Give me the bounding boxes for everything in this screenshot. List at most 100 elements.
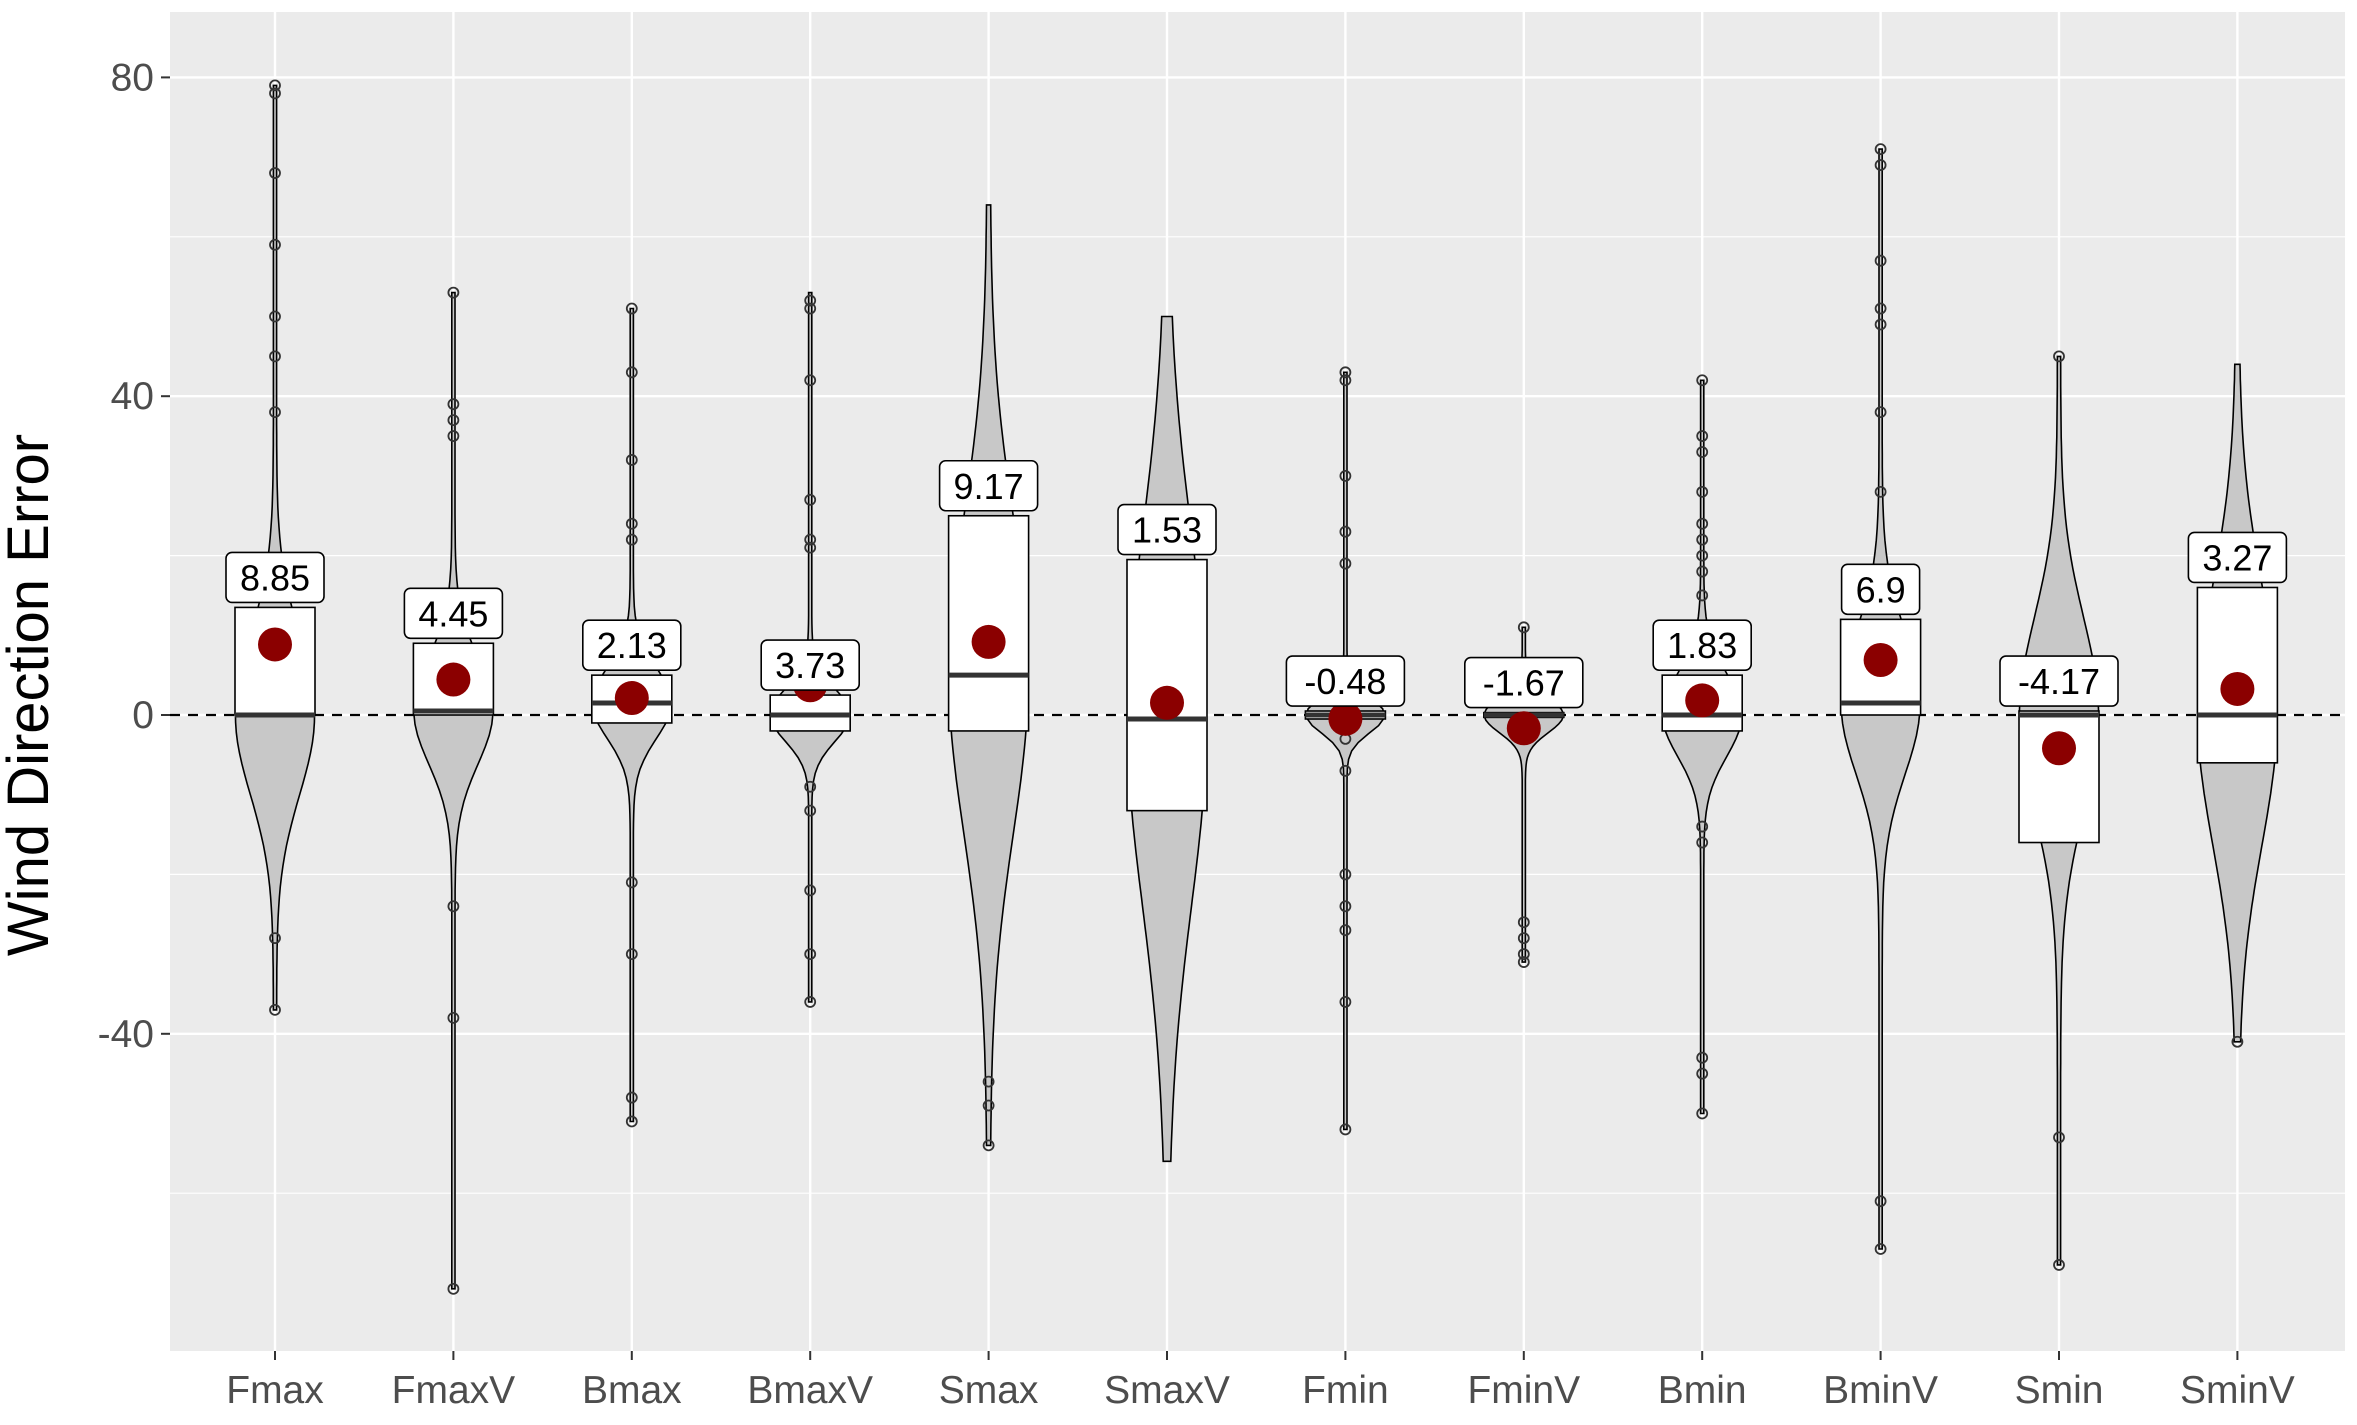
category-group-bmax [590, 302, 673, 1128]
outlier-point [1874, 406, 1887, 419]
violin-shape [1305, 371, 1386, 1131]
outlier-point [1696, 446, 1709, 458]
outlier-point [269, 87, 281, 100]
outlier-point [1874, 159, 1887, 171]
mean-label-box [1652, 619, 1752, 671]
mean-label: 1.53 [1132, 510, 1202, 551]
mean-point [1863, 643, 1898, 678]
outlier-point [2053, 1131, 2065, 1144]
outlier-point [1339, 366, 1352, 379]
outlier-point [1696, 589, 1709, 602]
outlier-point [447, 1282, 460, 1295]
outlier-point [625, 366, 638, 379]
iqr-box [947, 514, 1030, 732]
outlier-point [1517, 948, 1530, 960]
outlier-point [1517, 621, 1530, 634]
outlier-point [1339, 764, 1352, 777]
outlier-point [269, 79, 281, 92]
outlier-point [1696, 430, 1709, 442]
mean-label: -1.67 [1483, 663, 1565, 704]
outlier-point [1517, 932, 1530, 945]
outlier-point [2231, 1035, 2244, 1048]
mean-point [971, 624, 1006, 659]
mean-label: -4.17 [2018, 661, 2100, 702]
outlier-point [982, 1099, 995, 1112]
category-group-bminv [1839, 143, 1922, 1255]
outlier-point [1696, 374, 1709, 387]
x-tick-label: Bmin [1658, 1369, 1747, 1412]
outlier-point [1696, 836, 1709, 849]
outlier-point [1874, 143, 1887, 156]
x-tick-label: FmaxV [392, 1369, 516, 1412]
mean-point [614, 681, 649, 716]
outlier-point [1696, 820, 1709, 833]
mean-label: 3.73 [775, 645, 845, 686]
outlier-point [804, 804, 817, 817]
outlier-point [1696, 549, 1709, 562]
mean-point [2220, 671, 2255, 706]
outlier-point [804, 541, 817, 554]
y-tick-label: -40 [98, 1013, 154, 1056]
outlier-point [625, 1091, 638, 1104]
violin-shape [412, 291, 494, 1290]
plot-panel [170, 12, 2345, 1351]
outlier-point [1874, 485, 1887, 498]
outlier-point [804, 294, 817, 307]
iqr-box [1126, 558, 1208, 812]
violin-shape [1661, 379, 1743, 1115]
outlier-point [982, 1075, 995, 1088]
mean-point [2042, 731, 2076, 766]
outlier-point [447, 398, 460, 411]
y-tick-label: 80 [111, 56, 154, 99]
outlier-point [1874, 318, 1887, 331]
violin-shape [1483, 626, 1565, 963]
outlier-point [1517, 956, 1530, 968]
outlier-point [804, 374, 817, 387]
mean-label: 4.45 [418, 593, 488, 634]
outlier-point [1339, 469, 1352, 482]
mean-label-box [1117, 503, 1217, 556]
outlier-point [269, 406, 281, 419]
outlier-point [1339, 557, 1352, 570]
x-tick-label: FminV [1467, 1369, 1580, 1412]
mean-label: 9.17 [954, 466, 1024, 507]
mean-point [436, 662, 471, 697]
outlier-point [1874, 1243, 1887, 1255]
mean-label: 2.13 [597, 625, 667, 666]
mean-label-box [581, 619, 682, 671]
x-tick-label: BminV [1823, 1369, 1938, 1412]
iqr-box [2018, 710, 2100, 844]
y-tick-label: 0 [132, 694, 154, 737]
outlier-point [447, 414, 460, 427]
x-tick-label: BmaxV [747, 1369, 873, 1412]
outlier-point [447, 900, 460, 913]
outlier-point [1696, 565, 1709, 578]
outlier-point [1339, 525, 1352, 538]
mean-point [1506, 711, 1541, 746]
outlier-point [982, 1139, 995, 1152]
outlier-point [2053, 350, 2065, 363]
outlier-point [804, 493, 817, 506]
category-group-fmin [1304, 366, 1387, 1136]
mean-label-box [938, 459, 1039, 512]
category-group-fmaxv [412, 286, 495, 1295]
mean-label-box [1285, 655, 1406, 707]
outlier-point [625, 948, 638, 960]
outlier-point [804, 948, 817, 960]
outlier-point [1339, 868, 1352, 881]
category-group-smin [2018, 350, 2100, 1271]
outlier-point [1696, 1107, 1709, 1120]
outlier-point [804, 533, 817, 546]
outlier-point [1696, 517, 1709, 530]
category-group-fmax [234, 79, 316, 1016]
category-group-bmin [1661, 374, 1743, 1120]
outlier-point [1874, 302, 1887, 315]
axis-ticks: -40 0 40 80 Fmax FmaxV Bmax BmaxV Smax SmaxV Fmin F… [98, 56, 2295, 1412]
category-group-smax [947, 204, 1030, 1152]
mean-label-box [1464, 656, 1584, 709]
mean-label: 6.9 [1856, 569, 1906, 610]
outlier-point [2053, 1259, 2065, 1271]
outlier-point [1339, 924, 1352, 937]
outlier-point [269, 350, 281, 363]
